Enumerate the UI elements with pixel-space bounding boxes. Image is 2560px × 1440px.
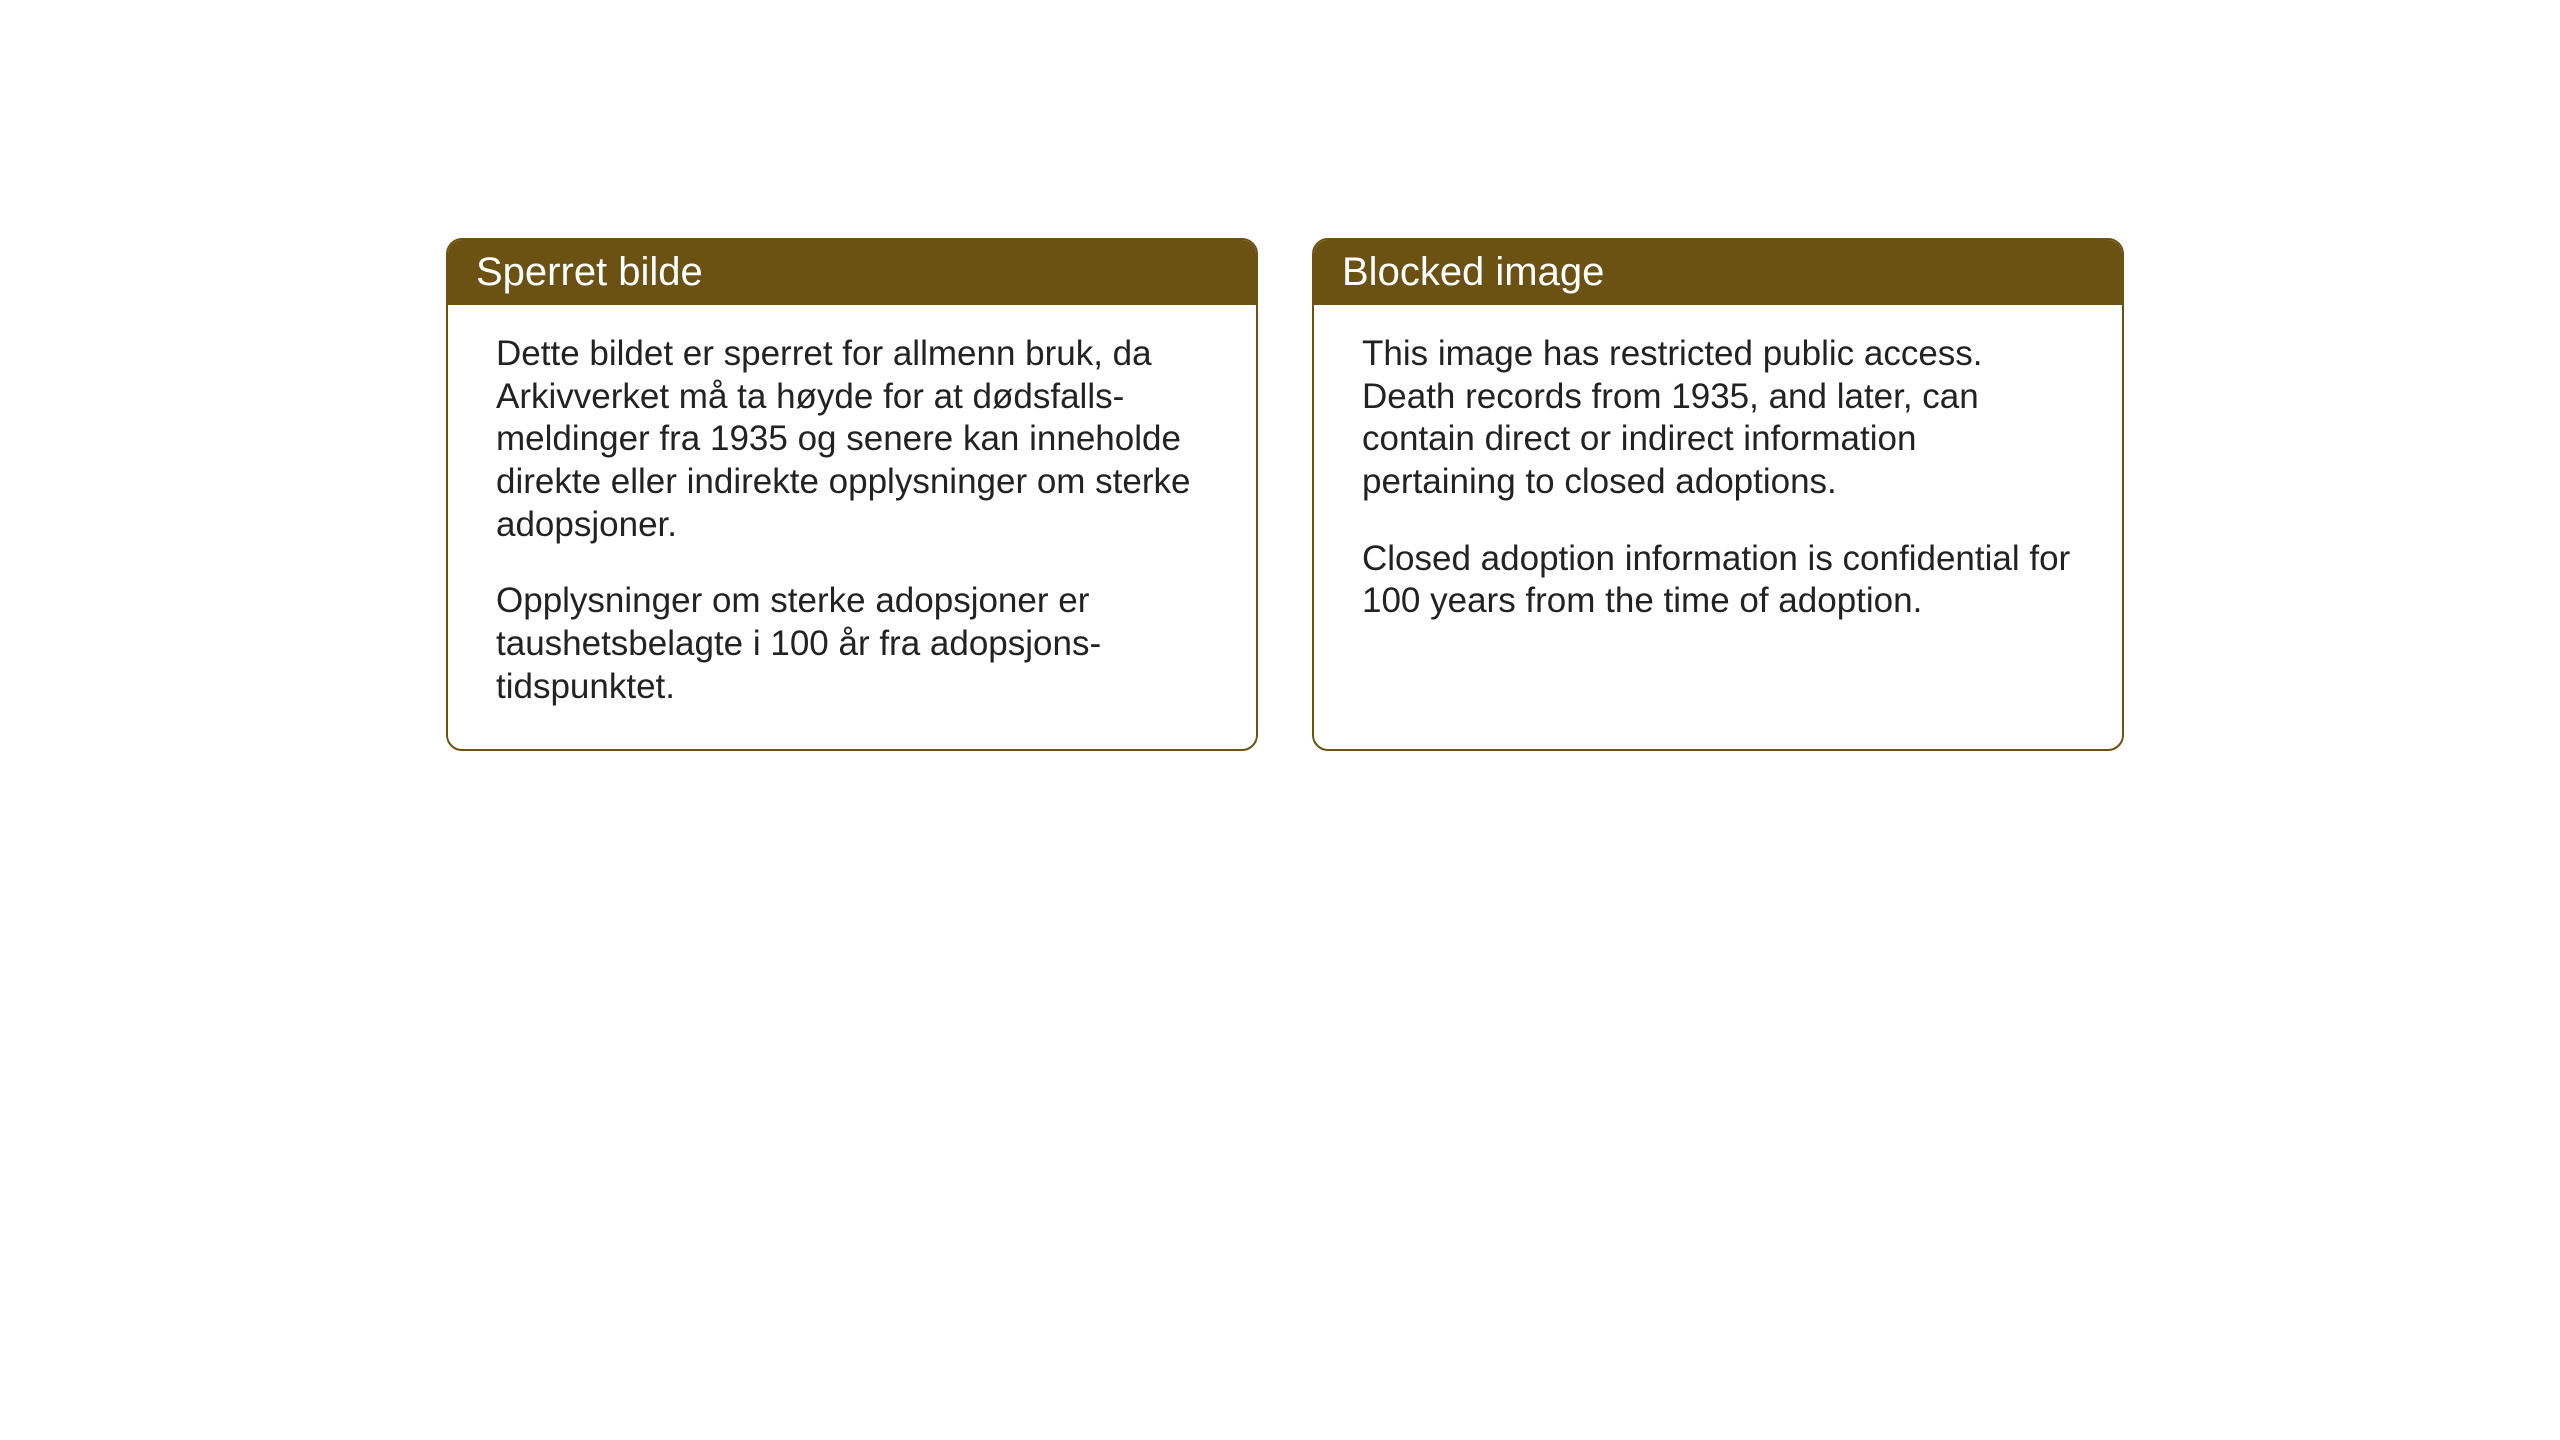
notice-card-english: Blocked image This image has restricted … xyxy=(1312,238,2124,751)
card-title-norwegian: Sperret bilde xyxy=(476,250,703,294)
notice-card-norwegian: Sperret bilde Dette bildet er sperret fo… xyxy=(446,238,1258,751)
card-paragraph-norwegian-1: Dette bildet er sperret for allmenn bruk… xyxy=(496,333,1208,546)
card-paragraph-norwegian-2: Opplysninger om sterke adopsjoner er tau… xyxy=(496,580,1208,708)
card-title-english: Blocked image xyxy=(1342,250,1604,294)
card-header-norwegian: Sperret bilde xyxy=(448,240,1256,305)
card-body-norwegian: Dette bildet er sperret for allmenn bruk… xyxy=(448,305,1256,749)
card-paragraph-english-2: Closed adoption information is confident… xyxy=(1362,538,2074,623)
card-body-english: This image has restricted public access.… xyxy=(1314,305,2122,663)
card-paragraph-english-1: This image has restricted public access.… xyxy=(1362,333,2074,504)
notice-container: Sperret bilde Dette bildet er sperret fo… xyxy=(446,238,2124,751)
card-header-english: Blocked image xyxy=(1314,240,2122,305)
